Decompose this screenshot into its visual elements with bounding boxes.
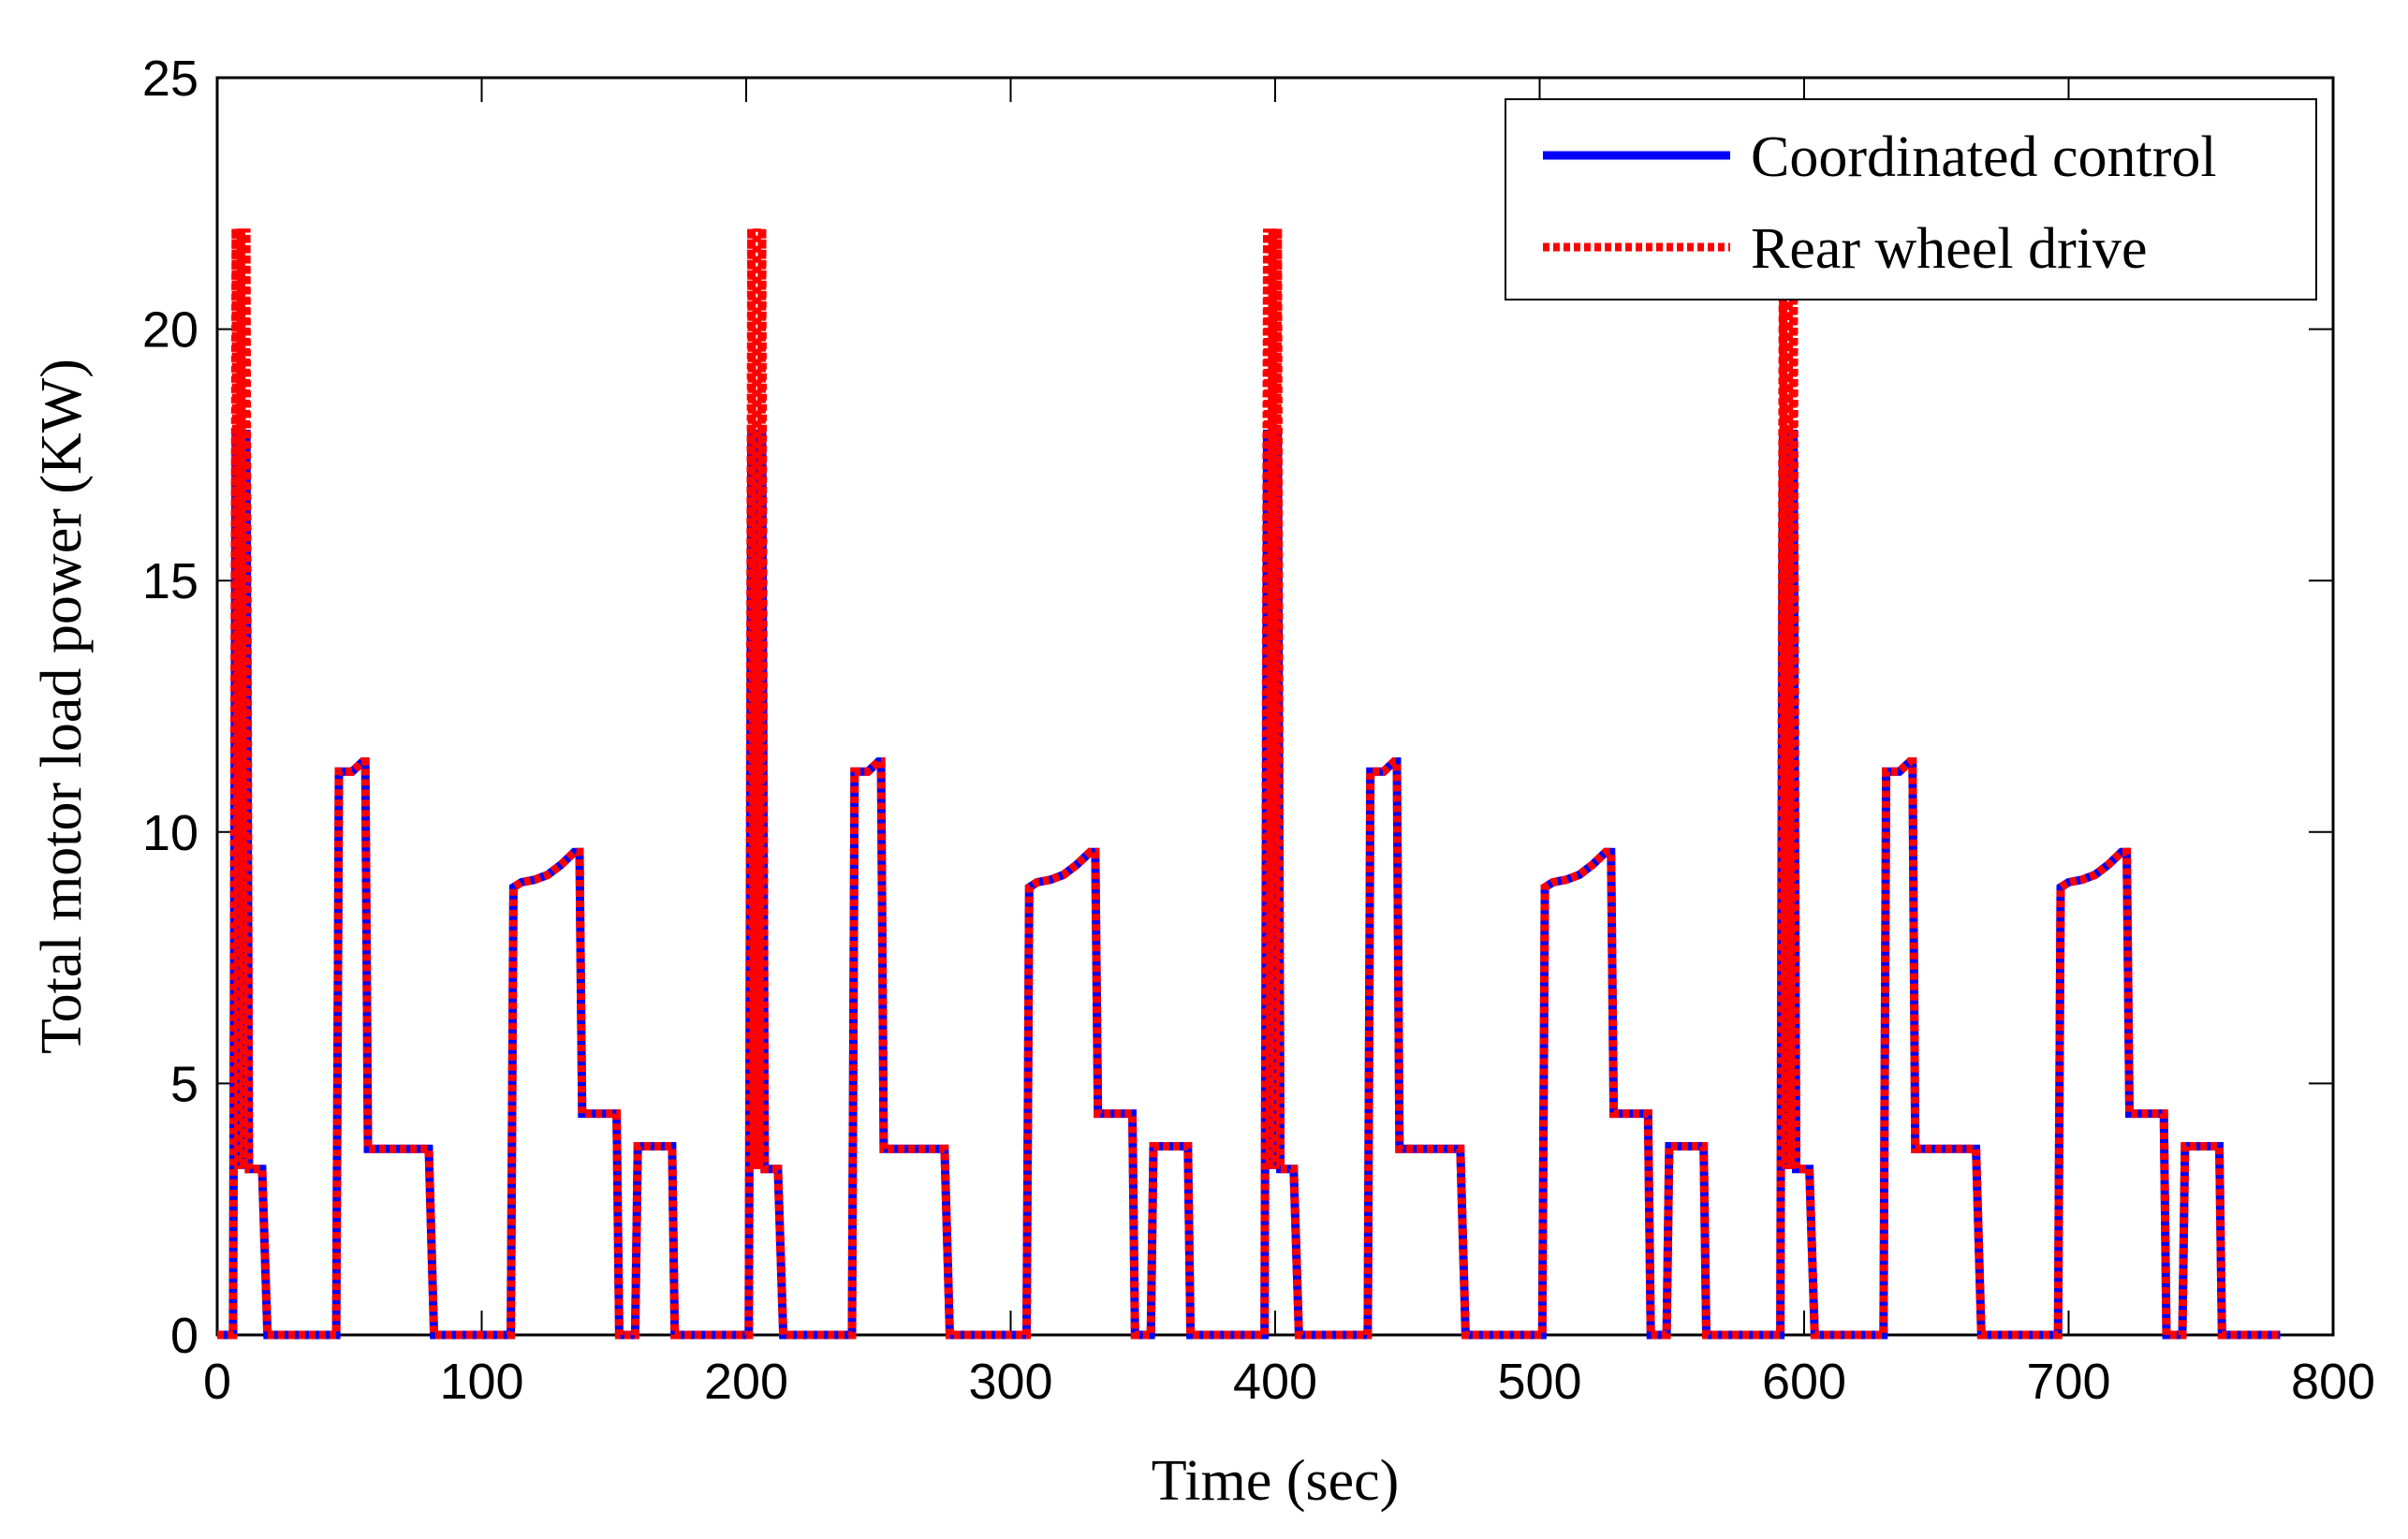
x-tick-label: 300 — [968, 1354, 1052, 1410]
x-tick-label: 100 — [439, 1354, 523, 1410]
y-tick-label: 0 — [170, 1308, 198, 1364]
x-tick-label: 0 — [203, 1354, 231, 1410]
series-layer — [217, 228, 2281, 1340]
legend-label-rear-wheel-drive: Rear wheel drive — [1751, 217, 2147, 281]
y-tick-label: 10 — [142, 805, 198, 861]
y-tick-label: 5 — [170, 1056, 198, 1112]
x-tick-label: 800 — [2291, 1354, 2375, 1410]
x-tick-label: 600 — [1762, 1354, 1846, 1410]
legend: Coordinated control Rear wheel drive — [1505, 98, 2317, 300]
y-tick-label: 20 — [142, 302, 198, 359]
axis-ticks: 0 100 200 300 400 500 600 700 800 0 5 10 15 20 25 — [142, 51, 2375, 1410]
x-tick-label: 500 — [1497, 1354, 1581, 1410]
series-line-rear-wheel-drive — [217, 228, 2281, 1340]
x-tick-label: 400 — [1233, 1354, 1317, 1410]
x-tick-label: 200 — [704, 1354, 788, 1410]
x-tick-label: 700 — [2026, 1354, 2110, 1410]
legend-label-coordinated-control: Coordinated control — [1751, 125, 2217, 189]
y-tick-label: 25 — [142, 51, 198, 107]
y-axis-label: Total motor load power (KW) — [30, 359, 94, 1054]
x-axis-label: Time (sec) — [1152, 1449, 1400, 1513]
legend-box — [1505, 98, 2317, 300]
y-tick-label: 15 — [142, 553, 198, 609]
